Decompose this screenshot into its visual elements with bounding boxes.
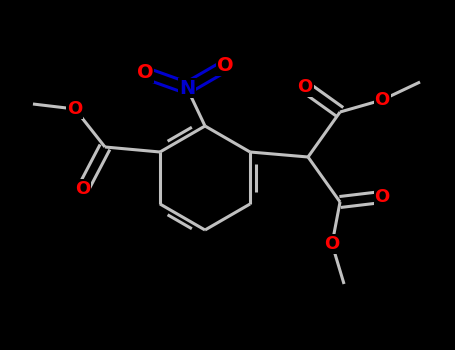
Text: O: O: [67, 100, 83, 118]
Text: O: O: [324, 235, 340, 253]
Text: O: O: [217, 56, 233, 76]
Text: O: O: [76, 180, 91, 198]
Text: O: O: [374, 91, 389, 109]
Text: O: O: [374, 188, 389, 206]
Text: O: O: [298, 78, 313, 96]
Text: N: N: [179, 78, 195, 98]
Text: O: O: [136, 63, 153, 83]
